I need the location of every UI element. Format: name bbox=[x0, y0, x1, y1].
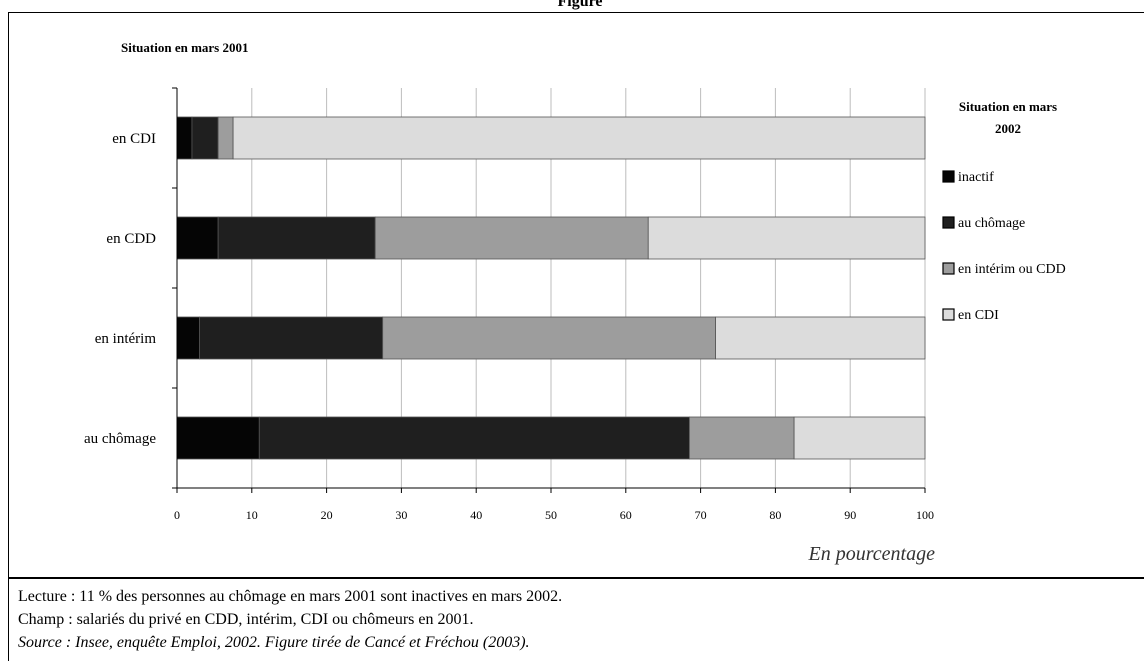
x-tick-label: 0 bbox=[174, 508, 180, 522]
legend-label: inactif bbox=[958, 170, 994, 185]
legend-swatch bbox=[942, 170, 955, 183]
note-champ: Champ : salariés du privé en CDD, intéri… bbox=[18, 611, 474, 628]
bar-segment bbox=[793, 416, 926, 460]
x-axis-caption: En pourcentage bbox=[808, 543, 936, 565]
bars bbox=[176, 116, 926, 460]
bar-segment bbox=[217, 216, 376, 260]
chart-box bbox=[8, 12, 1144, 578]
x-tick-label: 20 bbox=[321, 508, 333, 522]
legend-label: en CDI bbox=[958, 308, 999, 323]
x-tick-label: 90 bbox=[844, 508, 856, 522]
stacked-bar-chart: 0 10 20 30 40 50 60 70 80 90 100 en CDI en CDD en int… bbox=[84, 40, 1066, 565]
legend-title-line: Situation en mars bbox=[959, 99, 1057, 114]
x-tick-label: 10 bbox=[246, 508, 258, 522]
bar-segment bbox=[715, 316, 926, 360]
legend-label: au chômage bbox=[958, 216, 1025, 231]
note-source: Source : Insee, enquête Emploi, 2002. Fi… bbox=[18, 634, 530, 651]
x-tick-label: 60 bbox=[620, 508, 632, 522]
legend-swatch bbox=[942, 216, 955, 229]
legend: Situation en mars 2002 inactif au chômage en… bbox=[942, 99, 1066, 323]
x-tick-label: 80 bbox=[769, 508, 781, 522]
bar-segment bbox=[258, 416, 690, 460]
bar-segment bbox=[176, 416, 260, 460]
legend-swatch bbox=[942, 262, 955, 275]
x-tick-label: 40 bbox=[470, 508, 482, 522]
bar-segment bbox=[382, 316, 716, 360]
bar-segment bbox=[176, 116, 193, 160]
x-tick-label: 30 bbox=[395, 508, 407, 522]
bar-segment bbox=[647, 216, 926, 260]
bar-segment bbox=[176, 316, 200, 360]
legend-title-line: 2002 bbox=[995, 121, 1021, 136]
x-tick-label: 100 bbox=[916, 508, 934, 522]
x-tick-label: 50 bbox=[545, 508, 557, 522]
y-category-label: en CDI bbox=[112, 131, 156, 147]
legend-swatch bbox=[942, 308, 955, 321]
figure-notes: Lecture : 11 % des personnes au chômage … bbox=[8, 578, 1144, 661]
axes: 0 10 20 30 40 50 60 70 80 90 100 en CDI en CDD en int… bbox=[84, 87, 934, 522]
bar-segment bbox=[176, 216, 219, 260]
bar-segment bbox=[688, 416, 795, 460]
x-tick-label: 70 bbox=[695, 508, 707, 522]
y-category-label: au chômage bbox=[84, 431, 156, 447]
bar-segment bbox=[217, 116, 234, 160]
legend-label: en intérim ou CDD bbox=[958, 262, 1066, 277]
y-category-label: en intérim bbox=[95, 331, 157, 347]
bar-segment bbox=[191, 116, 219, 160]
y-category-label: en CDD bbox=[106, 231, 156, 247]
figure-title: Figure bbox=[557, 0, 603, 10]
bar-segment bbox=[374, 216, 649, 260]
y-axis-title: Situation en mars 2001 bbox=[121, 40, 248, 55]
bar-segment bbox=[199, 316, 384, 360]
note-lecture: Lecture : 11 % des personnes au chômage … bbox=[18, 588, 563, 605]
bar-segment bbox=[232, 116, 926, 160]
